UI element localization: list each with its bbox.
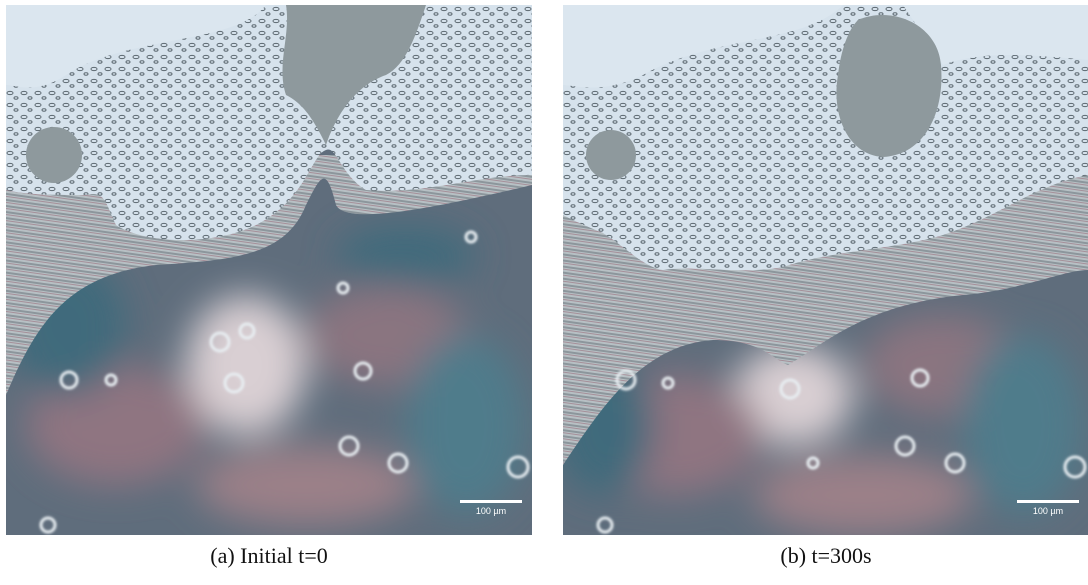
scale-bar	[460, 500, 522, 503]
caption: (a) Initial t=0	[210, 543, 327, 568]
image-panel: 100 µm	[6, 5, 532, 535]
scale-bar-label: 100 µm	[1033, 506, 1063, 516]
page: 100 µm 100 µm (a) Initial t=0 (b) t=300s	[0, 0, 1088, 585]
caption: (b) t=300s	[780, 543, 871, 568]
scale-bar-label: 100 µm	[476, 506, 506, 516]
image-panel: 100 µm	[553, 5, 1088, 535]
figure: 100 µm 100 µm (a) Initial t=0 (b) t=300s	[0, 0, 1088, 585]
scale-bar	[1017, 500, 1079, 503]
